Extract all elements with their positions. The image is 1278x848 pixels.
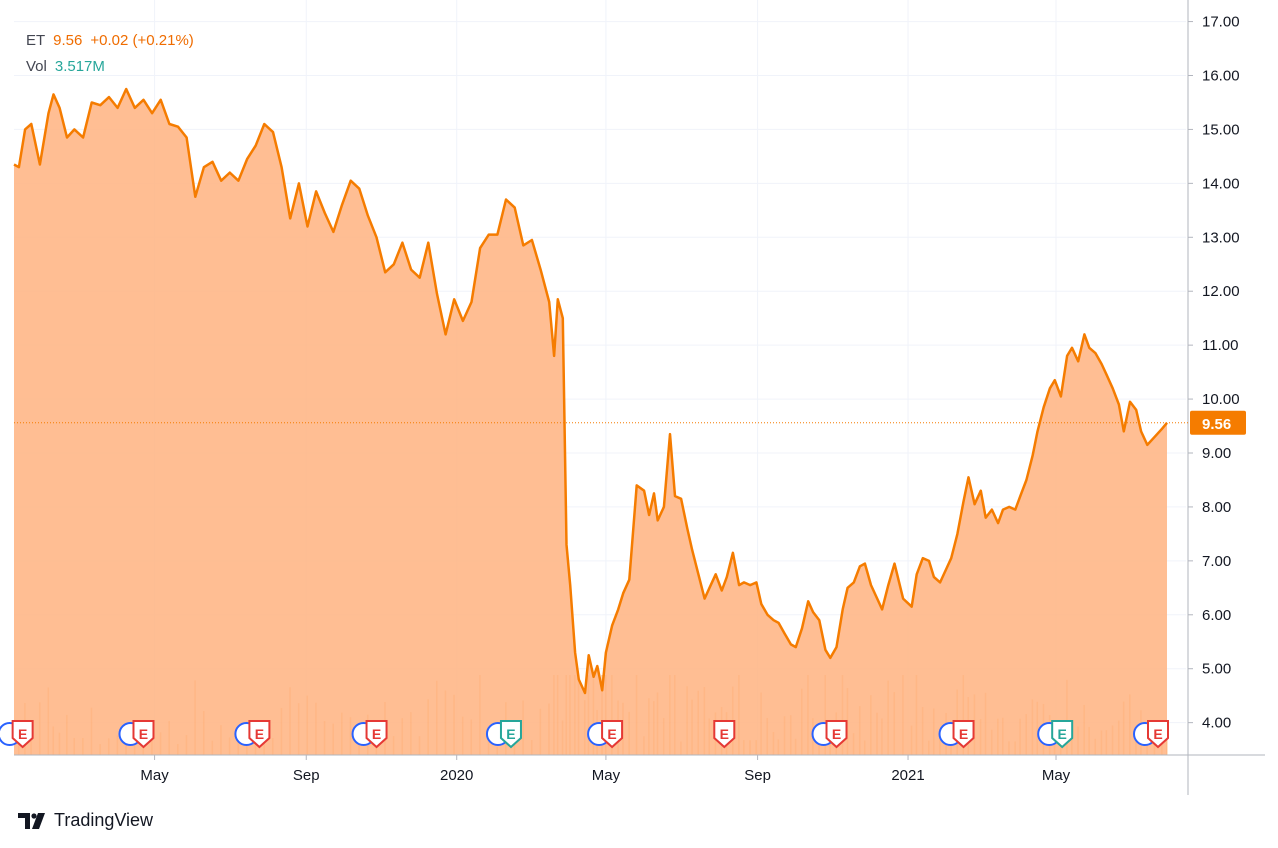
price-area-fill [14, 89, 1167, 755]
earnings-icon [499, 720, 522, 749]
earnings-icon-letter: E [255, 726, 264, 742]
earnings-icon-letter: E [832, 726, 841, 742]
legend-price-row: ET 9.56 +0.02 (+0.21%) [26, 28, 194, 54]
event-marker[interactable]: E [234, 720, 271, 749]
earnings-icon-letter: E [1153, 726, 1162, 742]
y-tick-label: 13.00 [1202, 229, 1240, 246]
earnings-icon-letter: E [959, 726, 968, 742]
earnings-icon-letter: E [18, 726, 27, 742]
earnings-icon-letter: E [139, 726, 148, 742]
y-tick-label: 16.00 [1202, 68, 1240, 85]
earnings-icon-letter: E [607, 726, 616, 742]
earnings-icon [365, 720, 388, 749]
earnings-icon-letter: E [1058, 726, 1067, 742]
legend-vol-label: Vol [26, 58, 47, 75]
y-tick-label: 11.00 [1202, 337, 1238, 354]
event-marker[interactable]: E [0, 720, 34, 749]
legend-change: +0.02 (+0.21%) [90, 32, 194, 49]
y-tick-label: 9.00 [1202, 445, 1231, 462]
y-tick-label: 6.00 [1202, 607, 1231, 624]
earnings-icon [248, 720, 271, 749]
event-marker[interactable]: E [938, 720, 975, 749]
y-tick-label: 8.00 [1202, 499, 1231, 516]
x-tick-label: May [592, 767, 621, 784]
event-marker[interactable]: E [1037, 720, 1074, 749]
event-marker[interactable]: E [811, 720, 848, 749]
x-tick-label: May [140, 767, 169, 784]
brand-name: TradingView [54, 810, 154, 830]
earnings-icon [713, 720, 736, 749]
y-tick-label: 10.00 [1202, 391, 1240, 408]
earnings-icon [601, 720, 624, 749]
earnings-icon [132, 720, 155, 749]
legend-volume-row: Vol 3.517M [26, 54, 194, 80]
event-marker[interactable]: E [118, 720, 155, 749]
y-tick-label: 4.00 [1202, 715, 1231, 732]
event-marker[interactable]: E [713, 720, 736, 749]
x-tick-label: Sep [744, 767, 771, 784]
earnings-icon-letter: E [720, 726, 729, 742]
earnings-icon [11, 720, 34, 749]
event-marker[interactable]: E [351, 720, 388, 749]
earnings-icon [1147, 720, 1169, 749]
earnings-icon-letter: E [372, 726, 381, 742]
price-area [13, 87, 1168, 755]
earnings-icon [1051, 720, 1074, 749]
legend-price: 9.56 [53, 32, 83, 49]
tradingview-logo-icon [18, 812, 45, 829]
x-tick-label: 2020 [440, 767, 473, 784]
earnings-icon [825, 720, 848, 749]
y-tick-label: 7.00 [1202, 553, 1231, 570]
x-tick-label: 2021 [891, 767, 924, 784]
legend-symbol[interactable]: ET [26, 32, 46, 49]
legend: ET 9.56 +0.02 (+0.21%) Vol 3.517M [26, 28, 194, 80]
last-price-label: 9.56 [14, 410, 1246, 435]
event-marker[interactable]: E [1133, 720, 1169, 749]
last-price-text: 9.56 [1202, 416, 1231, 433]
earnings-icon-letter: E [506, 726, 515, 742]
y-tick-label: 17.00 [1202, 14, 1240, 31]
event-marker[interactable]: E [485, 720, 522, 749]
y-tick-label: 12.00 [1202, 283, 1240, 300]
earnings-icon [952, 720, 975, 749]
legend-vol-value: 3.517M [54, 58, 105, 75]
y-tick-label: 5.00 [1202, 661, 1231, 678]
event-marker[interactable]: E [587, 720, 624, 749]
last-price-badge [1190, 410, 1246, 435]
tradingview-brand[interactable]: TradingView [18, 810, 153, 831]
price-line [13, 87, 1168, 695]
x-tick-label: Sep [293, 767, 320, 784]
axes: 4.00 5.00 6.00 7.00 8.00 9.00 10.00 11.00 12.00 1… [14, 0, 1265, 795]
y-tick-label: 15.00 [1202, 121, 1240, 138]
x-tick-label: May [1042, 767, 1071, 784]
y-tick-label: 14.00 [1202, 175, 1240, 192]
